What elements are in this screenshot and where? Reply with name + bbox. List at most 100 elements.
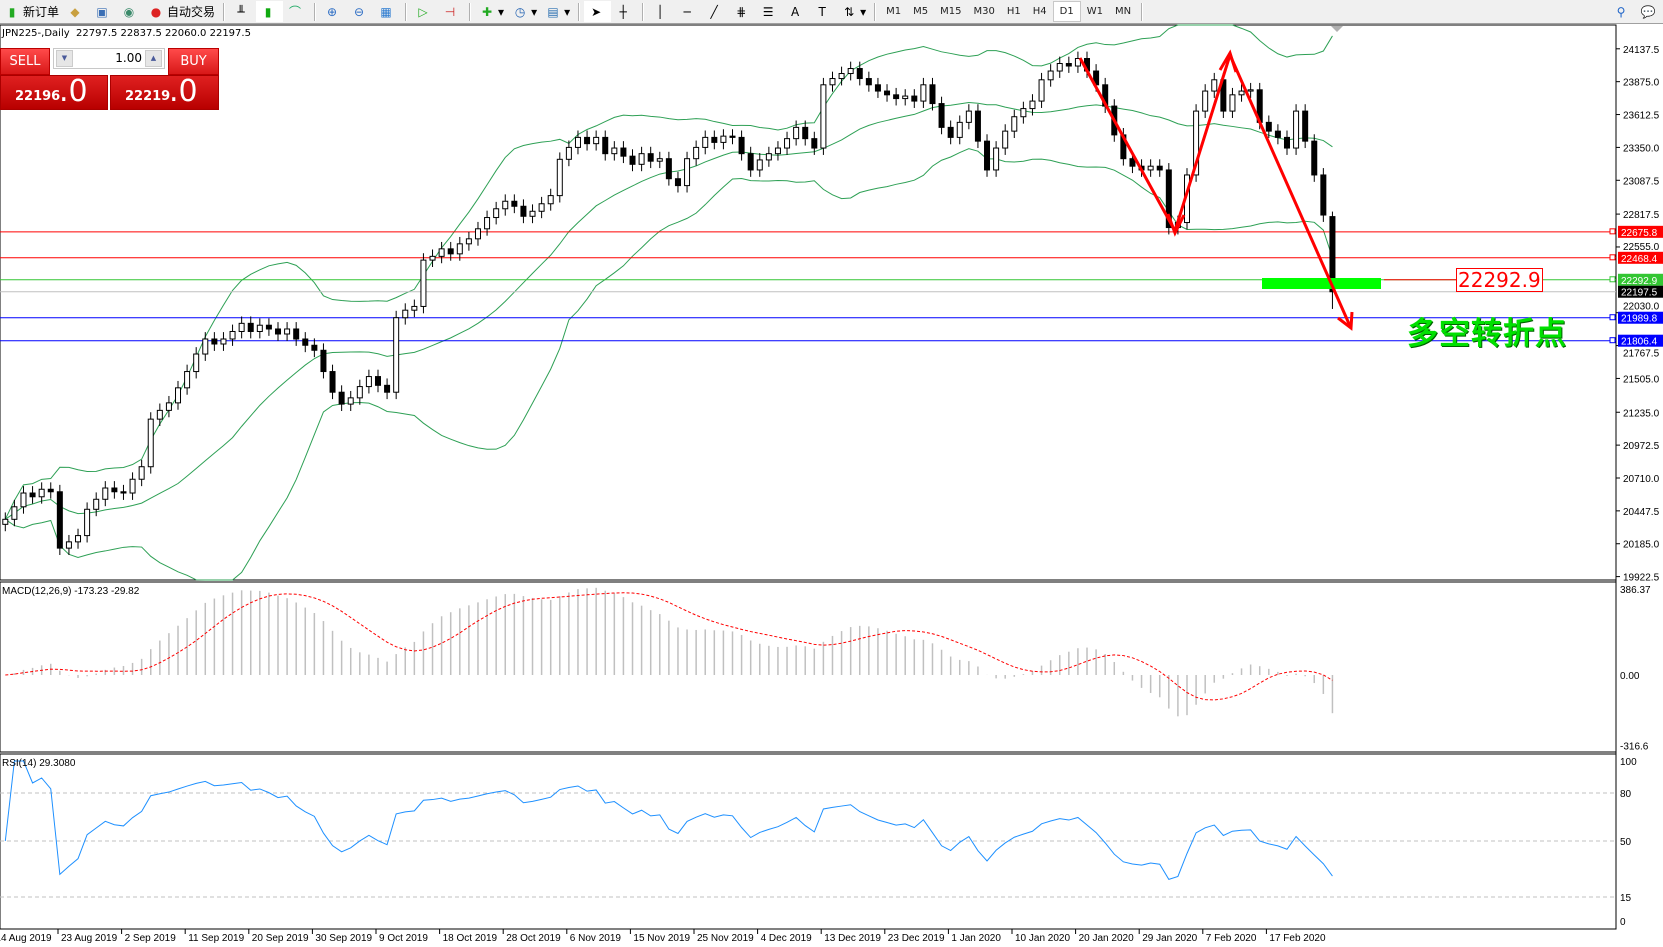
candle-body: [1020, 108, 1027, 118]
tile-windows-button[interactable]: ▦: [374, 1, 401, 22]
templates-button[interactable]: ▤ ▾: [541, 1, 574, 22]
bar-chart-icon: ╨: [237, 4, 245, 19]
turning-point-zone[interactable]: [1262, 278, 1381, 289]
fibonacci-button[interactable]: ☰: [756, 1, 783, 22]
candle-body: [1293, 110, 1300, 149]
timeframe-mn[interactable]: MN: [1114, 6, 1132, 17]
candle-body: [338, 391, 345, 405]
horizontal-line-button[interactable]: ─: [675, 1, 702, 22]
line-anchor[interactable]: [1609, 228, 1616, 235]
price-tick-label: 20447.5: [1623, 507, 1660, 518]
candle-body: [138, 466, 145, 480]
volume-increase-button[interactable]: ▲: [145, 50, 162, 67]
line-anchor[interactable]: [1609, 254, 1616, 261]
price-level-label-bg: [1618, 311, 1663, 324]
candle-body: [438, 248, 445, 257]
fibonacci-channel-button[interactable]: ⋕: [729, 1, 756, 22]
zoom-out-icon: ⊖: [354, 4, 365, 19]
timeframe-h1[interactable]: H1: [1006, 6, 1021, 17]
cursor-icon: ➤: [591, 4, 602, 19]
zoom-in-button[interactable]: ⊕: [320, 1, 347, 22]
crosshair-button[interactable]: ┼: [611, 1, 638, 22]
candle-body: [793, 126, 800, 140]
candle-body: [202, 338, 209, 355]
candle-body: [874, 84, 881, 92]
volume-field[interactable]: ▼ 1.00 ▲: [53, 48, 165, 69]
timeframe-h4[interactable]: H4: [1032, 6, 1047, 17]
date-label: 11 Sep 2019: [188, 933, 244, 944]
text-label-button[interactable]: T: [810, 1, 837, 22]
annotation-price-label[interactable]: 22292.9: [1456, 268, 1543, 292]
cursor-button[interactable]: ➤: [584, 1, 612, 22]
auto-trading-button[interactable]: ● 自动交易: [144, 1, 219, 22]
candle-body: [1283, 136, 1290, 149]
timeframe-w1[interactable]: W1: [1086, 6, 1103, 17]
vertical-line-button[interactable]: │: [648, 1, 675, 22]
candle-body: [665, 158, 672, 180]
buy-price-button[interactable]: 22219 .0: [110, 74, 219, 110]
text-button[interactable]: A: [783, 1, 810, 22]
trendline-button[interactable]: ╱: [702, 1, 729, 22]
candle-body: [611, 147, 618, 155]
volume-value: 1.00: [115, 51, 142, 65]
search-button[interactable]: ⚲: [1609, 1, 1636, 22]
candle-body: [120, 491, 127, 494]
arrows-button[interactable]: ⇅ ▾: [837, 1, 870, 22]
candle-body: [993, 147, 1000, 171]
auto-scroll-button[interactable]: ▷: [411, 1, 438, 22]
line-anchor[interactable]: [1609, 276, 1616, 283]
periods-button[interactable]: ◷ ▾: [508, 1, 541, 22]
candle-body: [1311, 140, 1318, 176]
candle-body: [265, 324, 272, 330]
date-label: 23 Dec 2019: [888, 933, 945, 944]
chart-shift-marker[interactable]: [1331, 26, 1343, 32]
crosshair-icon: ┼: [619, 4, 627, 19]
toolbar-separator: [642, 2, 645, 21]
candle-body: [1165, 169, 1172, 229]
candlestick-button[interactable]: ▮: [256, 1, 284, 22]
line-chart-button[interactable]: ⌒: [283, 1, 310, 22]
timeframe-m15[interactable]: M15: [940, 6, 962, 17]
line-anchor[interactable]: [1609, 314, 1616, 321]
candle-body: [293, 328, 300, 340]
new-order-button[interactable]: ▮ 新订单: [0, 1, 63, 22]
candle-body: [1265, 121, 1272, 132]
market-watch-button[interactable]: ◆: [63, 1, 90, 22]
candle-body: [1247, 89, 1254, 92]
timeframe-m5[interactable]: M5: [913, 6, 929, 17]
sell-price-button[interactable]: 22196 .0: [0, 74, 108, 110]
auto-scroll-icon: ▷: [418, 4, 428, 19]
annotation-text[interactable]: 多空转折点: [1407, 316, 1567, 352]
buy-button[interactable]: BUY: [168, 48, 219, 75]
toolbar: ▮ 新订单 ◆ ▣ ◉ ● 自动交易 ╨ ▮ ⌒ ⊕ ⊖ ▦ ▷ ⊣ ✚ ▾ ◷ ▾ ▤…: [0, 0, 1663, 24]
date-label: 30 Sep 2019: [315, 933, 372, 944]
candle-body: [165, 402, 172, 411]
text-label-icon: T: [818, 4, 826, 19]
price-level-label: 21989.8: [1621, 314, 1658, 325]
timeframe-m1[interactable]: M1: [886, 6, 902, 17]
candle-body: [1229, 94, 1236, 112]
trend-arrow-lines[interactable]: [1078, 50, 1352, 327]
candle-body: [838, 73, 845, 80]
zoom-out-button[interactable]: ⊖: [347, 1, 374, 22]
new-order-icon: ▮: [8, 4, 16, 19]
indicators-button[interactable]: ✚ ▾: [475, 1, 508, 22]
candle-body: [502, 200, 509, 210]
signals-button[interactable]: ◉: [117, 1, 144, 22]
volume-decrease-button[interactable]: ▼: [56, 50, 73, 67]
navigator-button[interactable]: ▣: [90, 1, 117, 22]
line-anchor[interactable]: [1609, 337, 1616, 344]
chart-shift-button[interactable]: ⊣: [438, 1, 465, 22]
date-label: 25 Nov 2019: [697, 933, 754, 944]
arrowhead-up: [1218, 49, 1238, 73]
candle-body: [656, 158, 663, 162]
timeframe-d1[interactable]: D1: [1052, 1, 1081, 22]
candle-body: [229, 330, 236, 340]
sell-button[interactable]: SELL: [0, 48, 50, 75]
timeframe-m30[interactable]: M30: [973, 6, 995, 17]
bar-chart-button[interactable]: ╨: [229, 1, 256, 22]
candle-body: [529, 210, 536, 217]
chat-button[interactable]: 💬: [1636, 1, 1663, 22]
candle-body: [402, 309, 409, 319]
